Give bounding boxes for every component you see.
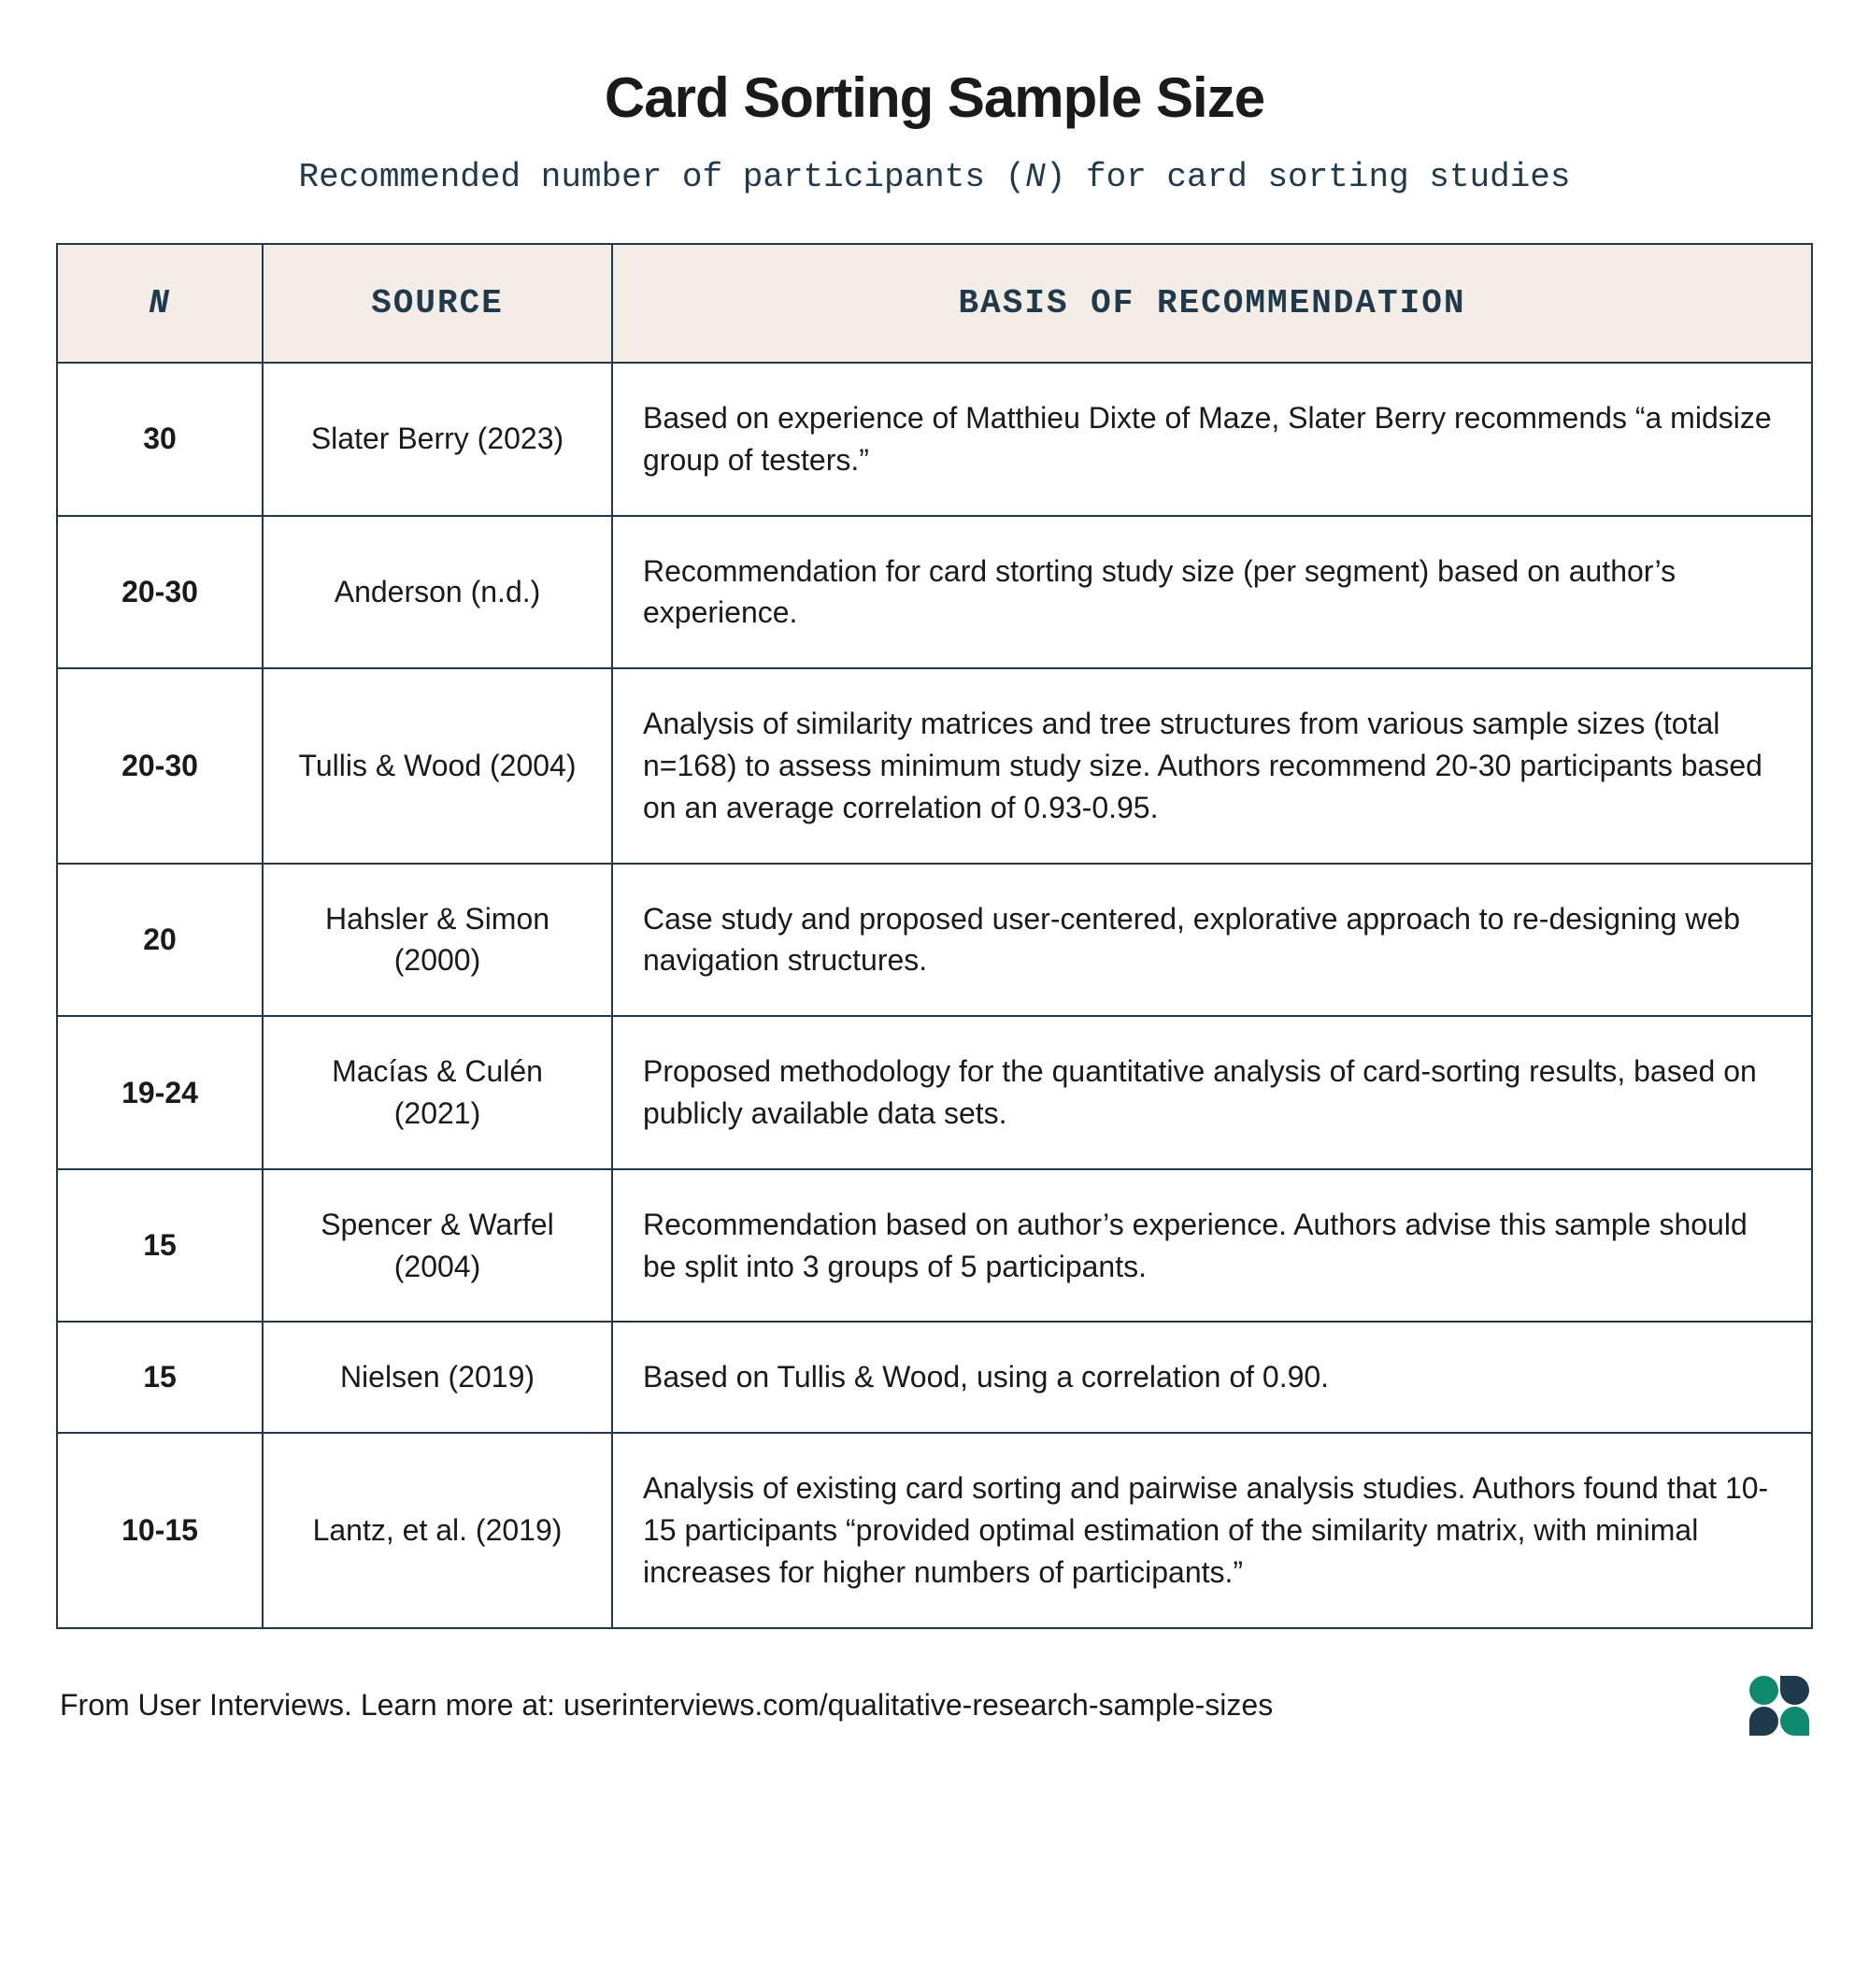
cell-source: Macías & Culén (2021): [263, 1016, 612, 1169]
cell-basis: Case study and proposed user-centered, e…: [612, 864, 1812, 1017]
table-header-row: N SOURCE BASIS OF RECOMMENDATION: [57, 244, 1812, 363]
footer-text: From User Interviews. Learn more at: use…: [60, 1688, 1273, 1723]
cell-n: 10-15: [57, 1433, 263, 1627]
subtitle-post: ) for card sorting studies: [1046, 158, 1571, 196]
cell-source: Hahsler & Simon (2000): [263, 864, 612, 1017]
subtitle-n: N: [1025, 158, 1046, 196]
logo-shape-br: [1780, 1707, 1809, 1736]
cell-n: 20: [57, 864, 263, 1017]
column-header-n: N: [57, 244, 263, 363]
cell-n: 30: [57, 363, 263, 516]
cell-basis: Analysis of similarity matrices and tree…: [612, 668, 1812, 863]
sample-size-table: N SOURCE BASIS OF RECOMMENDATION 30Slate…: [56, 243, 1813, 1629]
column-header-source: SOURCE: [263, 244, 612, 363]
cell-n: 15: [57, 1169, 263, 1323]
page-title: Card Sorting Sample Size: [56, 65, 1813, 130]
cell-n: 19-24: [57, 1016, 263, 1169]
cell-basis: Analysis of existing card sorting and pa…: [612, 1433, 1812, 1627]
cell-source: Spencer & Warfel (2004): [263, 1169, 612, 1323]
cell-source: Tullis & Wood (2004): [263, 668, 612, 863]
logo-shape-tl: [1749, 1676, 1778, 1705]
cell-source: Slater Berry (2023): [263, 363, 612, 516]
table-row: 15Spencer & Warfel (2004)Recommendation …: [57, 1169, 1812, 1323]
table-row: 15Nielsen (2019)Based on Tullis & Wood, …: [57, 1322, 1812, 1433]
logo-shape-bl: [1749, 1707, 1778, 1736]
cell-source: Anderson (n.d.): [263, 516, 612, 669]
brand-logo-icon: [1749, 1676, 1809, 1736]
cell-source: Lantz, et al. (2019): [263, 1433, 612, 1627]
cell-basis: Based on Tullis & Wood, using a correlat…: [612, 1322, 1812, 1433]
table-row: 30Slater Berry (2023)Based on experience…: [57, 363, 1812, 516]
table-row: 19-24Macías & Culén (2021)Proposed metho…: [57, 1016, 1812, 1169]
subtitle-pre: Recommended number of participants (: [298, 158, 1025, 196]
column-header-basis: BASIS OF RECOMMENDATION: [612, 244, 1812, 363]
footer: From User Interviews. Learn more at: use…: [56, 1676, 1813, 1736]
logo-shape-tr: [1780, 1676, 1809, 1705]
cell-basis: Based on experience of Matthieu Dixte of…: [612, 363, 1812, 516]
cell-basis: Proposed methodology for the quantitativ…: [612, 1016, 1812, 1169]
cell-basis: Recommendation for card storting study s…: [612, 516, 1812, 669]
subtitle: Recommended number of participants (N) f…: [56, 158, 1813, 196]
table-row: 20Hahsler & Simon (2000)Case study and p…: [57, 864, 1812, 1017]
cell-n: 15: [57, 1322, 263, 1433]
table-row: 20-30Anderson (n.d.)Recommendation for c…: [57, 516, 1812, 669]
table-row: 20-30Tullis & Wood (2004)Analysis of sim…: [57, 668, 1812, 863]
cell-source: Nielsen (2019): [263, 1322, 612, 1433]
table-row: 10-15Lantz, et al. (2019)Analysis of exi…: [57, 1433, 1812, 1627]
cell-n: 20-30: [57, 516, 263, 669]
cell-basis: Recommendation based on author’s experie…: [612, 1169, 1812, 1323]
cell-n: 20-30: [57, 668, 263, 863]
